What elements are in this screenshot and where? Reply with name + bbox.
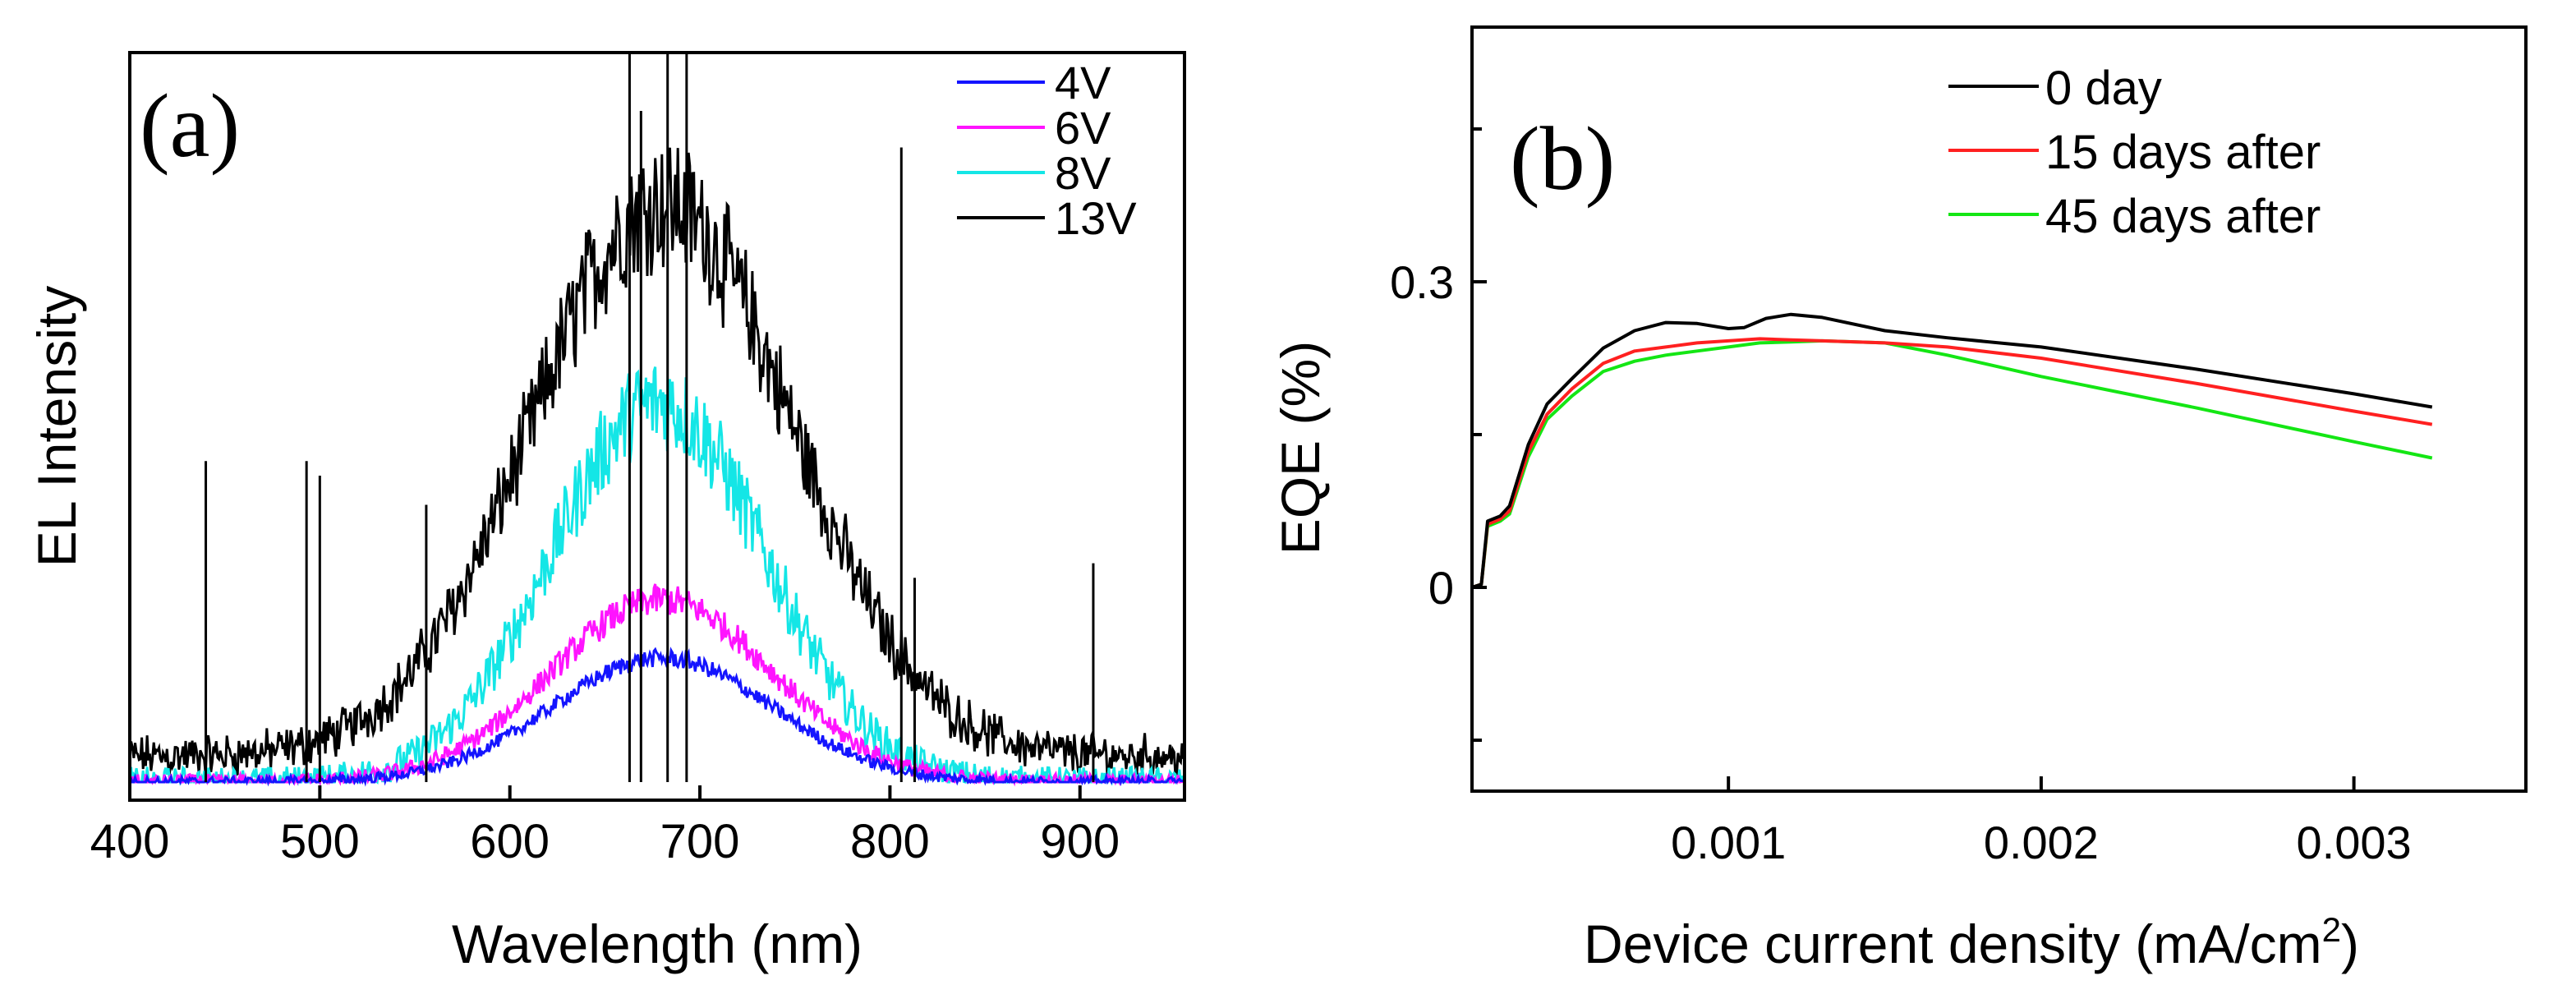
y-tick-label: 0	[1428, 562, 1454, 614]
panel-a-label: (a)	[140, 76, 240, 176]
series-15-days-after	[1472, 337, 2433, 589]
legend-label-0-day: 0 day	[2045, 62, 2162, 115]
x-tick-label: 400	[90, 815, 170, 868]
series-45-days-after	[1472, 338, 2433, 589]
panel-b-x-axis-label-superscript: 2	[2322, 910, 2341, 949]
x-tick-label: 0.001	[1671, 817, 1786, 868]
x-tick-label: 900	[1040, 815, 1120, 868]
x-tick-label: 800	[850, 815, 930, 868]
panel-b-axes-frame	[1470, 25, 2528, 793]
x-tick-label: 0.002	[1984, 817, 2099, 868]
panel-a-x-axis-label: Wavelength (nm)	[452, 914, 862, 974]
panel-b-x-axis-label-main: Device current density (mA/cm	[1584, 914, 2322, 974]
x-tick-label: 600	[470, 815, 550, 868]
panel-b-ticks: 0.001 0.002 0.003 0 0.3	[1390, 127, 2412, 868]
panel-b-y-axis-label: EQE (%)	[1270, 341, 1331, 555]
legend-label-4V: 4V	[1055, 57, 1111, 108]
panel-b-x-axis-label: Device current density (mA/cm2)	[1584, 910, 2359, 974]
x-tick-label: 700	[660, 815, 740, 868]
series-0-day	[1472, 312, 2433, 589]
legend-label-13V: 13V	[1055, 192, 1137, 244]
x-tick-label: 500	[280, 815, 360, 868]
panel-b-plot-area	[1472, 312, 2433, 589]
y-tick-label: 0.3	[1390, 256, 1454, 308]
panel-b: 0.001 0.002 0.003 0 0.3 (b) Device current d…	[1270, 25, 2528, 974]
series-13V	[130, 147, 1184, 781]
panel-a-axes-frame	[128, 51, 1186, 802]
panel-b-series-group	[1472, 312, 2433, 589]
panel-b-x-axis-label-suffix: )	[2341, 914, 2359, 974]
panel-b-label: (b)	[1510, 108, 1615, 209]
panel-a-y-axis-label: EL Intensity	[26, 286, 87, 567]
legend-label-45-days-after: 45 days after	[2045, 190, 2321, 243]
panel-a-x-ticks: 400 500 600 700 800 900	[90, 785, 1120, 868]
panel-a-series-group	[130, 53, 1184, 787]
legend-label-8V: 8V	[1055, 147, 1111, 199]
legend-label-15-days-after: 15 days after	[2045, 126, 2321, 179]
x-tick-label: 0.003	[2297, 817, 2412, 868]
panel-a: 400 500 600 700 800 900 (a) Wavelength (nm) E…	[26, 51, 1186, 974]
panel-a-plot-area	[130, 53, 1184, 787]
legend-label-6V: 6V	[1055, 102, 1111, 154]
panel-b-legend: 0 day 15 days after 45 days after	[1948, 62, 2321, 243]
series-8V	[130, 366, 1184, 786]
